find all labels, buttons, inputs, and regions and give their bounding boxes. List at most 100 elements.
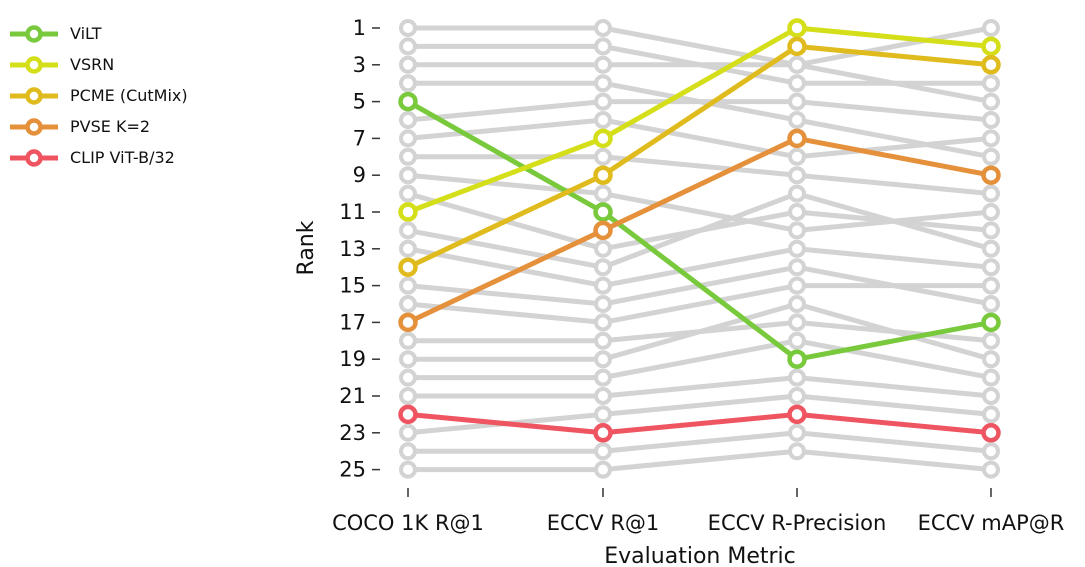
- background-series-point: [594, 147, 612, 166]
- background-series-point: [594, 239, 612, 258]
- background-series-point: [982, 350, 1000, 369]
- series-point: [787, 349, 807, 369]
- background-series-point: [399, 387, 417, 405]
- x-tick-label: ECCV mAP@R: [918, 511, 1065, 535]
- background-series-point: [399, 129, 417, 148]
- y-tick-label: 15: [339, 274, 366, 298]
- legend-swatch-marker: [25, 55, 43, 74]
- x-tick-label: ECCV R@1: [547, 511, 660, 535]
- legend-item: VSRN: [8, 49, 188, 80]
- legend-item: CLIP ViT-B/32: [8, 142, 188, 173]
- background-series-line: [408, 375, 992, 399]
- y-tick-label: 5: [353, 90, 366, 114]
- y-tick-label: 1: [353, 16, 366, 40]
- y-tick-label: 19: [339, 347, 366, 371]
- background-series-point: [788, 92, 806, 111]
- legend-item: ViLT: [8, 18, 188, 49]
- background-series-point: [594, 55, 612, 74]
- background-series-point: [982, 258, 1000, 277]
- background-series-point: [982, 147, 1000, 166]
- series-point: [981, 423, 1001, 443]
- y-tick-label: 17: [339, 310, 366, 334]
- background-series-point: [982, 368, 1000, 387]
- legend-label: ViLT: [70, 24, 102, 43]
- background-series-point: [594, 92, 612, 111]
- background-series-point: [982, 111, 1000, 129]
- background-series-line: [408, 448, 992, 473]
- legend-swatch-marker: [25, 24, 43, 43]
- series-point: [981, 36, 1001, 57]
- background-series-point: [982, 203, 1000, 221]
- background-series-point: [982, 184, 1000, 203]
- series-point: [593, 202, 613, 222]
- x-axis-title: Evaluation Metric: [604, 544, 795, 567]
- background-series-point: [788, 295, 806, 313]
- background-series-point: [594, 350, 612, 369]
- series-point: [398, 91, 418, 112]
- background-series-point: [399, 423, 417, 442]
- background-series-layer: [399, 19, 1000, 479]
- background-series-point: [594, 313, 612, 332]
- series-line: [407, 25, 992, 215]
- series-point: [398, 312, 418, 333]
- background-series-point: [594, 331, 612, 350]
- x-axis: COCO 1K R@1 ECCV R@1 ECCV R-Precision ECCV …: [332, 488, 1064, 535]
- background-series-point: [788, 147, 806, 166]
- legend-label: CLIP ViT-B/32: [70, 148, 175, 167]
- background-series-point: [982, 460, 1000, 479]
- background-series-point: [788, 313, 806, 332]
- background-series-point: [982, 405, 1000, 424]
- background-series-point: [594, 184, 612, 203]
- background-series-line: [407, 117, 992, 160]
- legend-swatch: [10, 55, 58, 74]
- background-series-point: [788, 331, 806, 350]
- series-point: [398, 202, 418, 222]
- background-series-point: [788, 276, 806, 295]
- background-series-point: [788, 442, 806, 461]
- legend-swatch-marker: [25, 86, 43, 105]
- legend-swatch-marker: [25, 148, 43, 167]
- background-series-point: [594, 37, 612, 56]
- background-series-point: [788, 239, 806, 258]
- series-line: [406, 43, 992, 270]
- background-series-point: [399, 442, 417, 461]
- y-axis-title: Rank: [294, 220, 319, 275]
- y-tick-label: 23: [339, 421, 366, 445]
- background-series-point: [982, 276, 1000, 295]
- background-series-line: [407, 99, 992, 123]
- background-series-point: [399, 368, 417, 387]
- background-series-point: [399, 111, 417, 129]
- background-series-line: [408, 154, 992, 197]
- background-series-point: [399, 19, 417, 37]
- background-series-point: [788, 258, 806, 277]
- y-tick-label: 9: [353, 163, 366, 187]
- background-series-point: [594, 276, 612, 295]
- background-series-point: [594, 74, 612, 93]
- y-tick-label: 25: [339, 458, 366, 482]
- background-series-line: [407, 283, 991, 325]
- background-series-point: [982, 74, 1000, 93]
- background-series-point: [594, 295, 612, 313]
- background-series-point: [982, 239, 1000, 258]
- background-series-point: [982, 331, 1000, 350]
- series-point: [787, 128, 807, 149]
- legend-label: PVSE K=2: [70, 117, 151, 136]
- background-series-point: [399, 184, 417, 203]
- background-series-point: [594, 460, 612, 479]
- background-series-point: [788, 423, 806, 442]
- background-series-point: [399, 350, 417, 369]
- series-point: [787, 404, 807, 425]
- background-series-line: [408, 25, 992, 68]
- background-series-point: [788, 221, 806, 240]
- background-series-point: [788, 111, 806, 129]
- series-line: [406, 99, 992, 362]
- background-series-point: [399, 55, 417, 74]
- background-series-point: [399, 239, 417, 258]
- background-series-point: [982, 387, 1000, 405]
- background-series-line: [407, 393, 992, 436]
- background-series-point: [594, 442, 612, 461]
- series-line: [406, 135, 992, 325]
- background-series-point: [399, 147, 417, 166]
- background-series-point: [399, 295, 417, 313]
